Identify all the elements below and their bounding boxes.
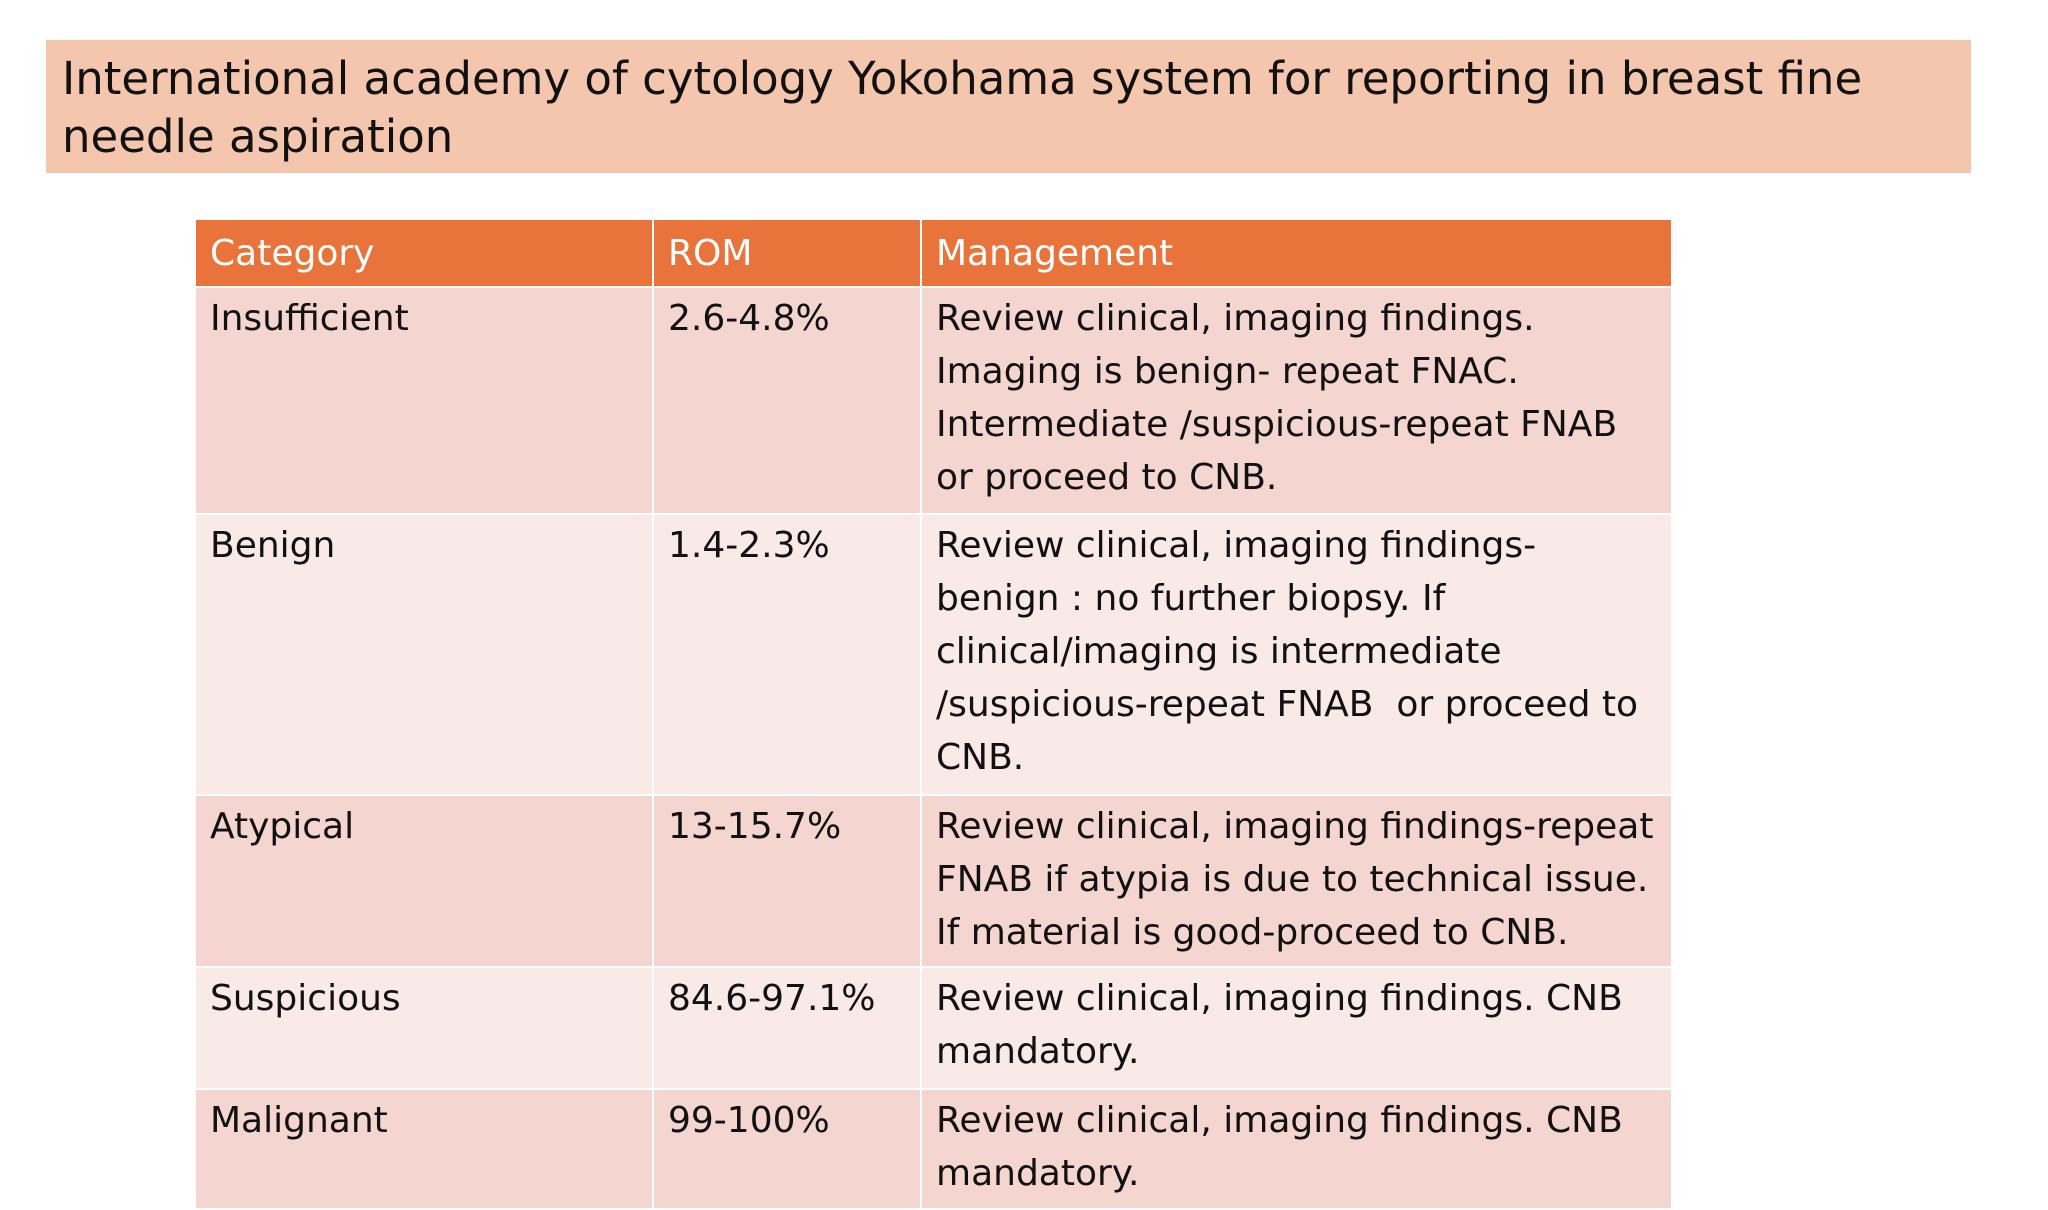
header-cell: Category — [194, 218, 654, 288]
table-cell: Benign — [194, 513, 654, 796]
table-cell: Malignant — [194, 1088, 654, 1210]
table-row: Suspicious 84.6-97.1% Review clinical, ima… — [194, 966, 1673, 1090]
table-body: Insufficient 2.6-4.8% Review clinical, ima… — [194, 286, 1673, 1210]
table-cell: Atypical — [194, 794, 654, 968]
table-cell: 84.6-97.1% — [652, 966, 922, 1090]
table-cell: 99-100% — [652, 1088, 922, 1210]
table-cell: 13-15.7% — [652, 794, 922, 968]
rom-table: Category ROM Management Insufficient 2.6-4.… — [194, 218, 1673, 1210]
table-row: Insufficient 2.6-4.8% Review clinical, ima… — [194, 286, 1673, 515]
table-cell: 2.6-4.8% — [652, 286, 922, 515]
table-cell: Insufficient — [194, 286, 654, 515]
table-row: Atypical 13-15.7% Review clinical, imaging… — [194, 794, 1673, 968]
slide-title: International academy of cytology Yokoha… — [46, 40, 1971, 173]
table-cell: Suspicious — [194, 966, 654, 1090]
table-row: Malignant 99-100% Review clinical, imaging… — [194, 1088, 1673, 1210]
header-row: Category ROM Management — [194, 218, 1673, 288]
table-cell: 1.4-2.3% — [652, 513, 922, 796]
header-cell: ROM — [652, 218, 922, 288]
table-cell: Review clinical, imaging findings. Imagi… — [920, 286, 1673, 515]
table-cell: Review clinical, imaging findings-repeat… — [920, 794, 1673, 968]
header-cell: Management — [920, 218, 1673, 288]
table-cell: Review clinical, imaging findings. CNB m… — [920, 966, 1673, 1090]
table-cell: Review clinical, imaging findings- benig… — [920, 513, 1673, 796]
table-row: Benign 1.4-2.3% Review clinical, imaging f… — [194, 513, 1673, 796]
table-cell: Review clinical, imaging findings. CNB m… — [920, 1088, 1673, 1210]
slide: International academy of cytology Yokoha… — [46, 40, 1971, 1210]
